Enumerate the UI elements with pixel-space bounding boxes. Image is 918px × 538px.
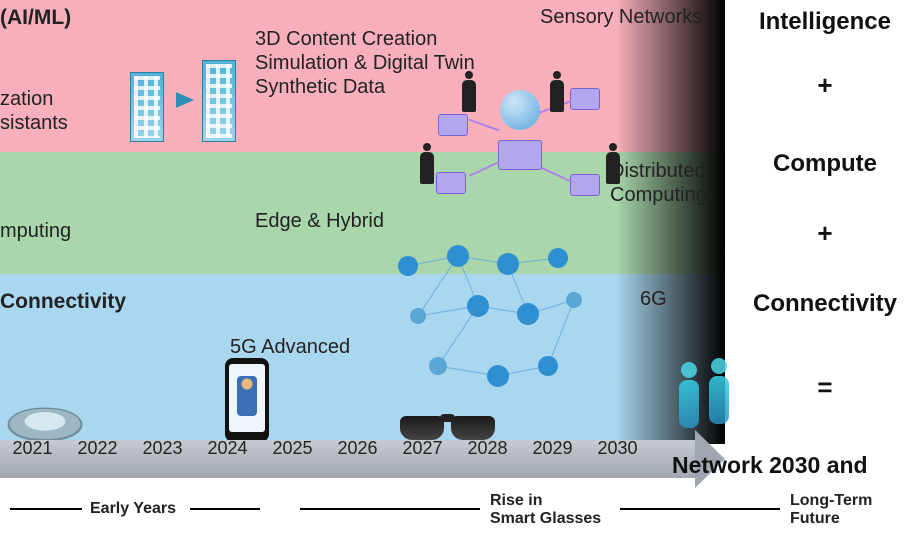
- equals-icon: =: [732, 372, 918, 403]
- equation-term: Intelligence: [732, 8, 918, 36]
- intelligence-tech2: Simulation & Digital Twin: [255, 52, 475, 75]
- year-label: 2028: [455, 438, 520, 459]
- year-label: 2026: [325, 438, 390, 459]
- year-label: 2023: [130, 438, 195, 459]
- intelligence-sub1: zation: [0, 88, 53, 111]
- connectivity-right: 6G: [640, 288, 667, 311]
- connectivity-header: Connectivity: [0, 290, 126, 314]
- intelligence-header: (AI/ML): [0, 6, 71, 30]
- intelligence-tech1: 3D Content Creation: [255, 28, 437, 51]
- arrow-small-icon: [176, 92, 194, 108]
- year-label: 2027: [390, 438, 455, 459]
- iot-network-icon: [388, 236, 598, 406]
- building-icon: [202, 60, 236, 142]
- building-icon: [130, 72, 164, 142]
- year-label: 2024: [195, 438, 260, 459]
- roadmap-diagram: (AI/ML) zation sistants 3D Content Creat…: [0, 0, 918, 538]
- hologram-person-icon: [672, 362, 706, 440]
- compute-sub: mputing: [0, 220, 71, 243]
- plus-icon: +: [732, 218, 918, 249]
- compute-right1: Distributed: [610, 160, 706, 183]
- hologram-person-icon: [702, 358, 736, 436]
- compute-tech: Edge & Hybrid: [255, 210, 384, 233]
- intelligence-right: Sensory Networks: [540, 6, 702, 29]
- timeline-years: 2021 2022 2023 2024 2025 2026 2027 2028 …: [0, 438, 700, 459]
- intelligence-tech3: Synthetic Data: [255, 76, 385, 99]
- year-label: 2021: [0, 438, 65, 459]
- connectivity-tech: 5G Advanced: [230, 336, 350, 359]
- year-label: 2025: [260, 438, 325, 459]
- smartphone-icon: [225, 358, 269, 442]
- digital-twin-icon: [420, 80, 620, 230]
- equation-term: Compute: [732, 150, 918, 178]
- year-label: 2030: [585, 438, 650, 459]
- era-label: Rise in Smart Glasses: [490, 492, 601, 528]
- year-label: 2022: [65, 438, 130, 459]
- year-label: 2029: [520, 438, 585, 459]
- compute-right2: Computing: [610, 184, 707, 207]
- era-label: Early Years: [90, 500, 176, 518]
- equation-result: Network 2030 and: [672, 452, 918, 479]
- stadium-icon: [8, 402, 82, 442]
- equation-term: Connectivity: [732, 290, 918, 318]
- intelligence-sub2: sistants: [0, 112, 68, 135]
- equation-column: Intelligence + Compute + Connectivity = …: [732, 0, 918, 538]
- plus-icon: +: [732, 70, 918, 101]
